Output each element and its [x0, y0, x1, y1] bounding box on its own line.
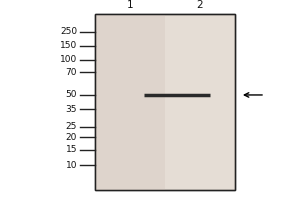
Text: 15: 15 — [65, 145, 77, 154]
Bar — [165, 14, 235, 190]
Text: 25: 25 — [66, 122, 77, 131]
Text: 1: 1 — [127, 0, 133, 10]
Text: 50: 50 — [65, 90, 77, 99]
Bar — [95, 14, 165, 190]
Text: 100: 100 — [60, 55, 77, 64]
Text: 2: 2 — [197, 0, 203, 10]
Bar — [95, 14, 235, 190]
Bar — [95, 14, 235, 190]
Text: 150: 150 — [60, 41, 77, 50]
Text: 250: 250 — [60, 27, 77, 36]
Text: 70: 70 — [65, 68, 77, 77]
Text: 20: 20 — [66, 133, 77, 142]
Text: 10: 10 — [65, 161, 77, 170]
Text: 35: 35 — [65, 105, 77, 114]
